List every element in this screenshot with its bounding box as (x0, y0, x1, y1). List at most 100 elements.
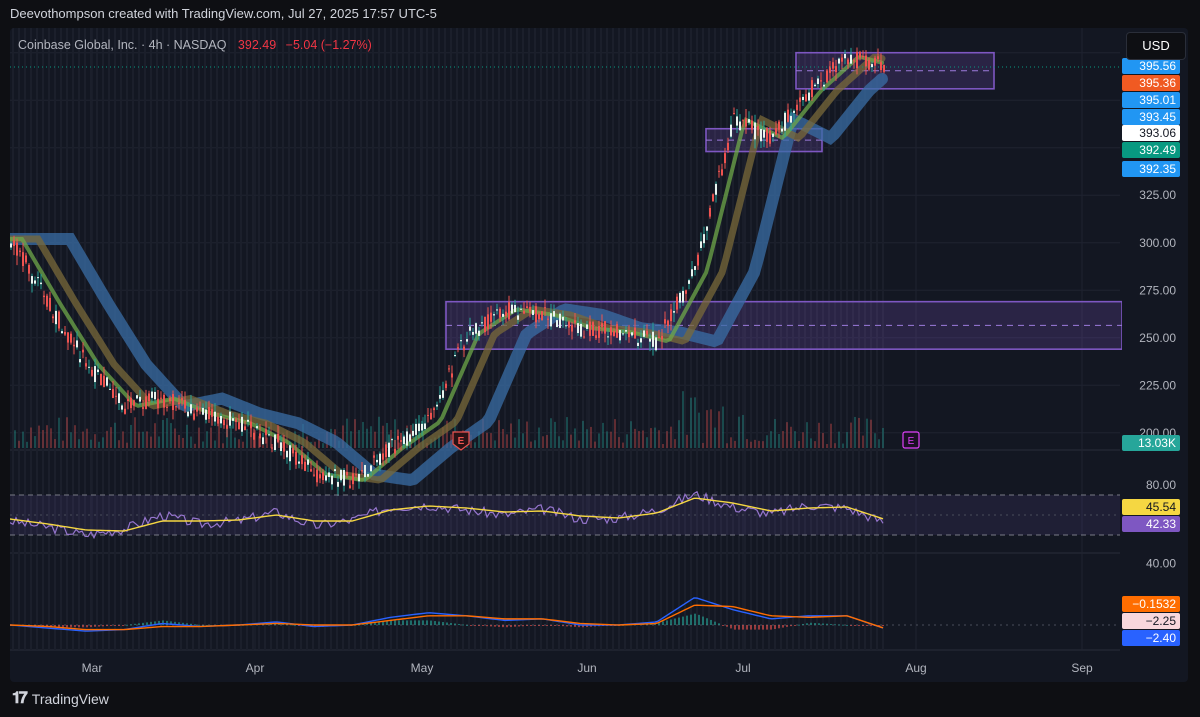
volume-bar (162, 419, 164, 448)
volume-bar (482, 418, 484, 448)
session-stripe (534, 28, 536, 650)
macd-histogram-bar (142, 622, 144, 625)
price-tick-label: 325.00 (1139, 188, 1176, 202)
price-label: 395.56 (1139, 59, 1176, 73)
macd-histogram-bar (554, 625, 556, 626)
chart-canvas[interactable]: 400.00375.00350.00325.00300.00275.00250.… (10, 28, 1188, 682)
volume-bar (78, 439, 80, 448)
volume-bar (286, 430, 288, 448)
macd-histogram-bar (674, 618, 676, 625)
volume-bar (134, 417, 136, 448)
macd-histogram-bar (750, 625, 752, 630)
volume-bar (746, 439, 748, 448)
macd-histogram-bar (190, 623, 192, 625)
macd-hist-value-label-bg (1122, 613, 1180, 629)
price-label: 393.06 (1139, 126, 1176, 140)
candle-body (847, 59, 849, 65)
session-stripe (486, 28, 488, 650)
session-stripe (600, 28, 602, 650)
candle-body (16, 242, 18, 256)
candle-body (325, 475, 327, 481)
macd-histogram-bar (842, 624, 844, 626)
macd-histogram-bar (490, 625, 492, 627)
session-stripe (558, 28, 560, 650)
candle-body (370, 465, 372, 472)
candle-body (391, 439, 393, 441)
session-stripe (570, 28, 572, 650)
macd-histogram-bar (546, 625, 548, 626)
macd-histogram-bar (738, 625, 740, 630)
macd-histogram-bar (386, 620, 388, 625)
candle-body (742, 119, 744, 121)
candle-body (739, 121, 741, 131)
candle-body (445, 383, 447, 388)
session-stripe (786, 28, 788, 650)
candle-body (457, 347, 459, 349)
volume-bar (478, 431, 480, 448)
candle-body (784, 112, 786, 131)
volume-bar (302, 423, 304, 448)
macd-histogram-bar (758, 625, 760, 630)
candle-body (163, 394, 165, 408)
price-tick-label: 250.00 (1139, 331, 1176, 345)
session-stripe (762, 28, 764, 650)
session-stripe (432, 28, 434, 650)
candle-body (94, 366, 96, 383)
volume-bar (874, 433, 876, 448)
candle-body (472, 331, 474, 335)
candle-body (616, 324, 618, 338)
session-stripe (222, 28, 224, 650)
candle-body (715, 183, 717, 195)
candle-body (751, 120, 753, 130)
volume-bar (786, 422, 788, 448)
session-stripe (438, 28, 440, 650)
session-stripe (870, 28, 872, 650)
session-stripe (156, 28, 158, 650)
volume-bar (86, 428, 88, 448)
volume-bar (222, 443, 224, 448)
volume-bar (202, 441, 204, 448)
session-stripe (576, 28, 578, 650)
currency-button[interactable]: USD (1126, 32, 1186, 60)
session-stripe (174, 28, 176, 650)
candle-body (667, 320, 669, 327)
session-stripe (582, 28, 584, 650)
candle-body (340, 469, 342, 481)
macd-histogram-bar (558, 625, 560, 626)
macd-histogram-bar (662, 621, 664, 625)
volume-bar (846, 431, 848, 448)
session-stripe (858, 28, 860, 650)
macd-histogram-bar (770, 625, 772, 630)
macd-histogram-bar (138, 623, 140, 625)
candle-body (676, 296, 678, 310)
volume-bar (794, 431, 796, 448)
session-stripe (114, 28, 116, 650)
macd-histogram-bar (854, 625, 856, 626)
session-stripe (306, 28, 308, 650)
session-stripe (798, 28, 800, 650)
rsi-line (10, 490, 884, 540)
candle-body (844, 53, 846, 59)
session-stripe (354, 28, 356, 650)
macd-histogram-bar (882, 625, 884, 626)
macd-histogram-bar (178, 622, 180, 625)
candle-body (781, 128, 783, 132)
candle-body (697, 254, 699, 266)
candle-body (313, 474, 315, 476)
attribution-text: Deevothompson created with TradingView.c… (10, 6, 437, 21)
price-label-bg (1122, 161, 1180, 177)
macd-histogram-bar (74, 625, 76, 628)
candle-body (217, 416, 219, 424)
volume-bar (774, 419, 776, 448)
macd-histogram-bar (810, 622, 812, 625)
macd-histogram-bar (70, 625, 72, 628)
macd-histogram-bar (182, 622, 184, 625)
candle-body (265, 429, 267, 436)
chart-frame[interactable]: 400.00375.00350.00325.00300.00275.00250.… (10, 28, 1188, 682)
volume-bar (442, 427, 444, 448)
session-stripe (54, 28, 56, 650)
candle-body (97, 369, 99, 373)
macd-histogram-bar (194, 624, 196, 626)
candle-body (499, 308, 501, 318)
